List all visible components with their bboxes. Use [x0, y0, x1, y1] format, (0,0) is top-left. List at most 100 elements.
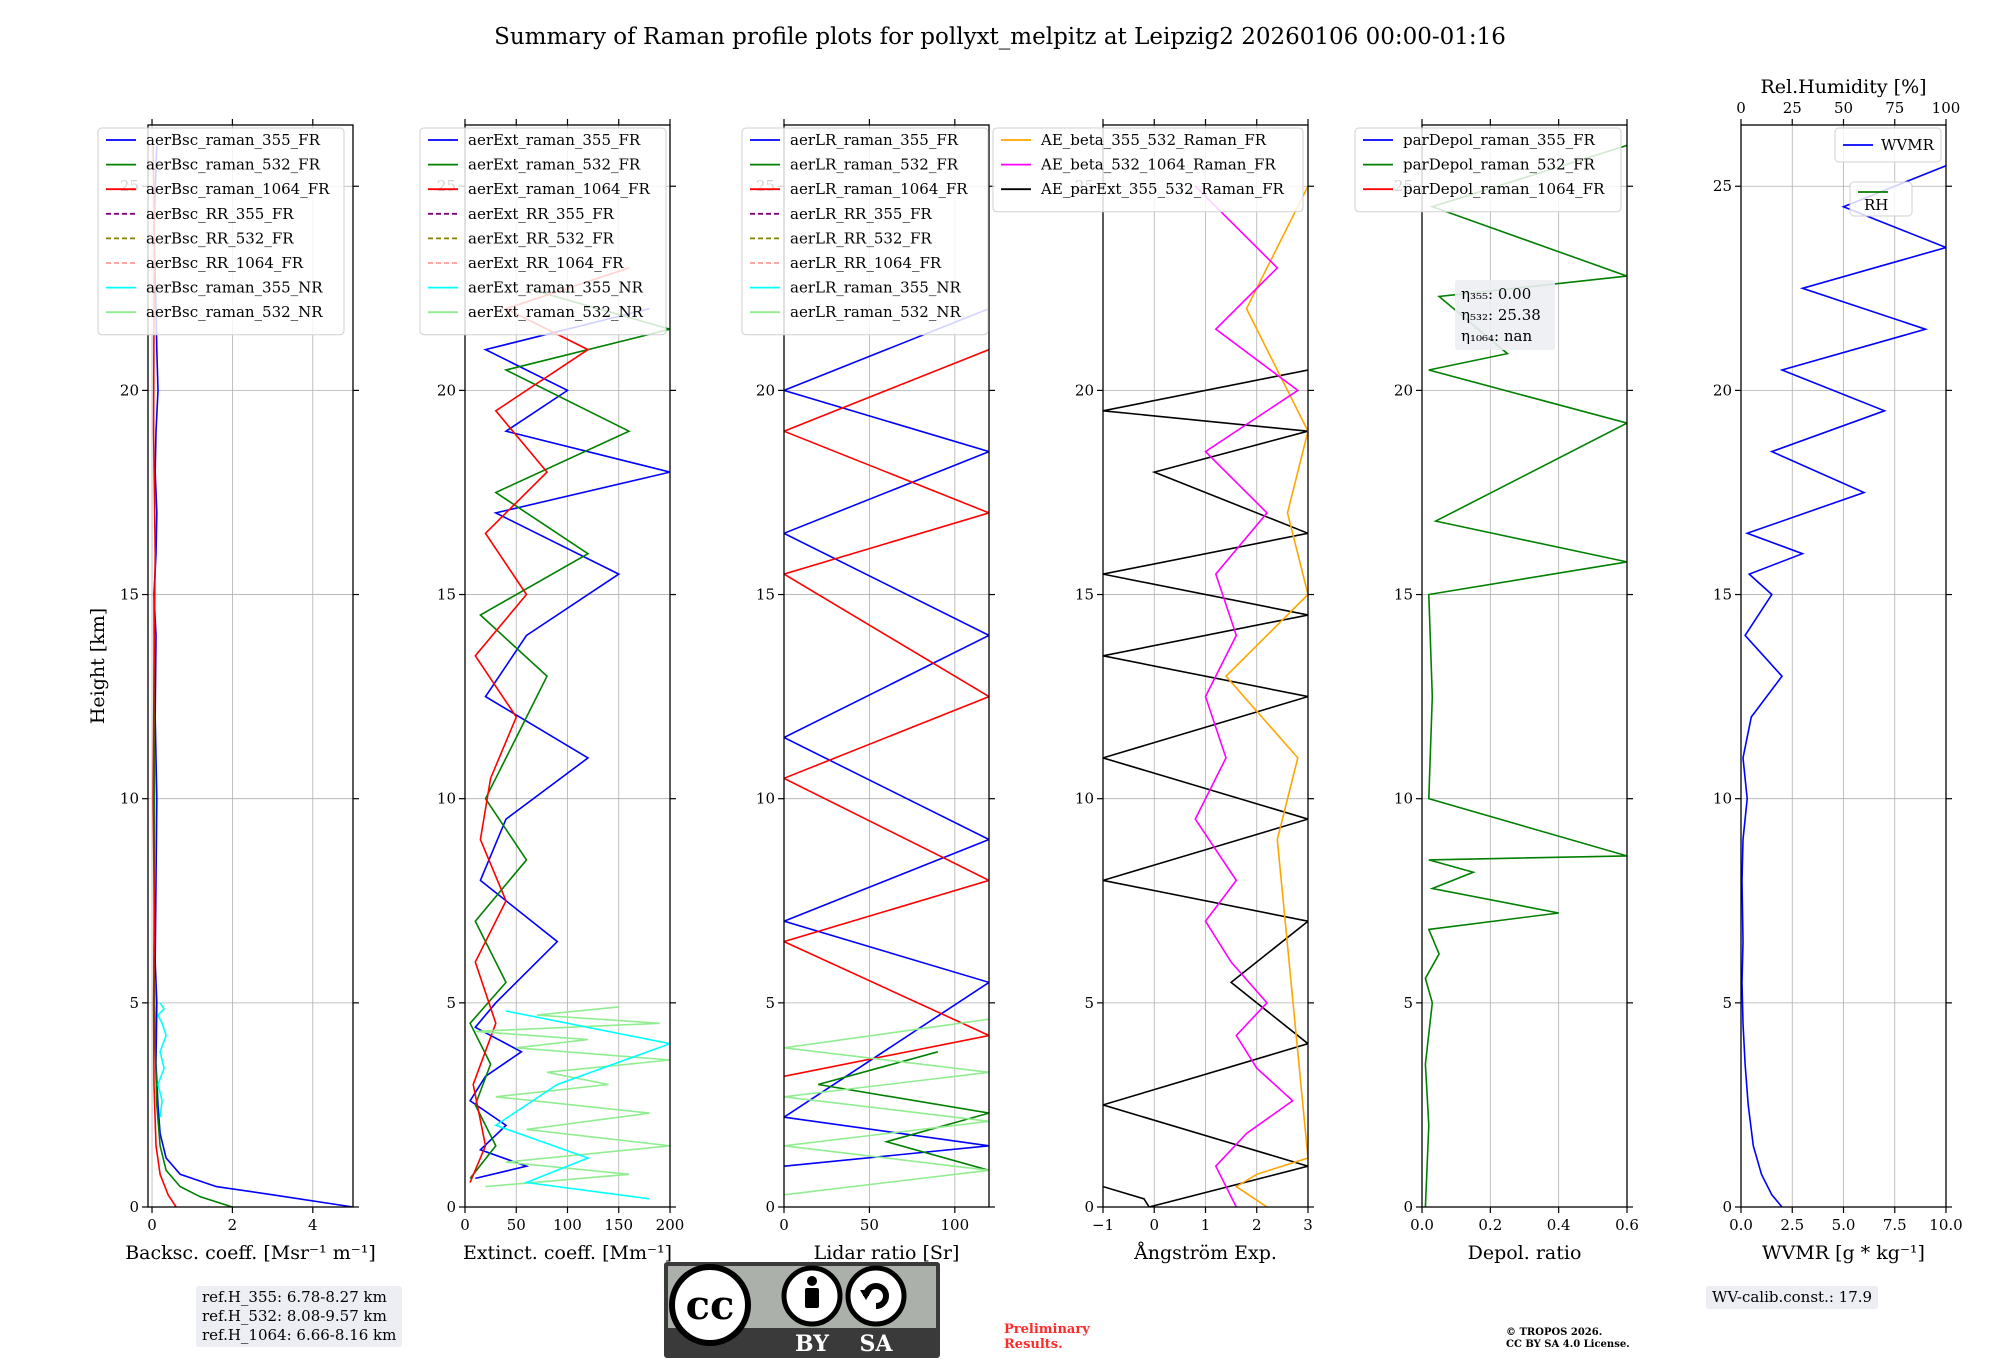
figure-title: Summary of Raman profile plots for polly… — [494, 24, 1506, 50]
series-line-aerBsc_raman_355_NR — [157, 1002, 167, 1118]
series-line-aerExt_raman_532_NR — [475, 1006, 670, 1188]
legend-label-bsc: aerBsc_raman_355_NR — [146, 279, 323, 297]
panel-dep: 0.00.20.40.60510152025Depol. ratioparDep… — [1354, 119, 1639, 1264]
copyright-line-2: CC BY SA 4.0 License. — [1506, 1339, 1630, 1350]
preliminary-note: Preliminary Results. — [1004, 1322, 1090, 1352]
top-x-tick-label-wv: 100 — [1932, 99, 1961, 117]
y-tick-label-wv: 5 — [1722, 994, 1732, 1012]
y-tick-label-ae: 5 — [1084, 994, 1094, 1012]
legend-box-wv — [1834, 127, 1942, 163]
series-group-ext — [469, 267, 670, 1200]
wv-calib-text: WV-calib.const.: 17.9 — [1712, 1288, 1873, 1306]
x-tick-label-ae: 3 — [1303, 1216, 1313, 1234]
legend-label-lr: aerLR_RR_532_FR — [790, 229, 932, 247]
copyright-note: © TROPOS 2026. CC BY SA 4.0 License. — [1506, 1327, 1630, 1351]
legend-label-wv: RH — [1864, 196, 1888, 214]
legend-label-ae: AE_beta_532_1064_Raman_FR — [1040, 156, 1276, 174]
y-tick-label-wv: 0 — [1722, 1198, 1732, 1216]
top-x-tick-label-wv: 25 — [1783, 99, 1802, 117]
x-tick-label-wv: 7.5 — [1883, 1216, 1907, 1234]
y-tick-label-ae: 0 — [1084, 1198, 1094, 1216]
eta-annotation-line: η₃₅₅: 0.00 — [1461, 285, 1531, 303]
panel-lr: 0501000510152025Lidar ratio [Sr]aerLR_ra… — [741, 119, 995, 1264]
eta-annotation-box — [1455, 280, 1555, 350]
x-axis-label-lr: Lidar ratio [Sr] — [814, 1242, 960, 1264]
legend-box-wv — [1849, 181, 1913, 217]
x-tick-label-ae: −1 — [1092, 1216, 1114, 1234]
x-tick-label-ext: 0 — [460, 1216, 470, 1234]
panel-ext: 0501001502000510152025Extinct. coeff. [M… — [419, 119, 684, 1264]
legend-label-ext: aerExt_raman_532_FR — [468, 156, 641, 174]
legend-label-ext: aerExt_raman_1064_FR — [468, 180, 650, 198]
cc-text: cc — [686, 1282, 735, 1329]
series-line-aerLR_raman_1064_FR — [784, 348, 989, 1078]
copyright-line-1: © TROPOS 2026. — [1506, 1327, 1603, 1338]
x-tick-label-ae: 0 — [1149, 1216, 1159, 1234]
panel-ae: −101230510152025Ångström Exp.AE_beta_355… — [992, 119, 1314, 1264]
y-tick-label-lr: 5 — [765, 994, 775, 1012]
legend-label-dep: parDepol_raman_1064_FR — [1403, 180, 1605, 198]
y-tick-label-dep: 20 — [1394, 381, 1413, 399]
legend-label-ext: aerExt_raman_532_NR — [468, 303, 644, 321]
series-group-ae — [1103, 185, 1308, 1207]
series-group-wv — [1741, 165, 1946, 1207]
x-tick-label-wv: 0.0 — [1729, 1216, 1753, 1234]
legend-label-ext: aerExt_RR_355_FR — [468, 205, 615, 223]
legend-box-bsc — [97, 127, 345, 336]
y-tick-label-dep: 15 — [1394, 586, 1413, 604]
y-tick-label-bsc: 0 — [129, 1198, 139, 1216]
y-tick-label-wv: 20 — [1713, 381, 1732, 399]
y-tick-label-ae: 10 — [1075, 790, 1094, 808]
series-line-aerLR_raman_532_FR — [817, 1051, 989, 1172]
legend-label-lr: aerLR_raman_1064_FR — [790, 180, 968, 198]
axes-frame-dep — [1421, 124, 1628, 1208]
x-tick-label-dep: 0.4 — [1547, 1216, 1571, 1234]
legend-label-bsc: aerBsc_RR_532_FR — [146, 229, 294, 247]
x-tick-label-ae: 1 — [1201, 1216, 1211, 1234]
y-tick-label-lr: 20 — [756, 381, 775, 399]
y-tick-label-bsc: 5 — [129, 994, 139, 1012]
x-tick-label-wv: 2.5 — [1780, 1216, 1804, 1234]
ref-height-1064: ref.H_1064: 6.66-8.16 km — [202, 1326, 397, 1344]
y-tick-label-ae: 15 — [1075, 586, 1094, 604]
legend-label-wv: WVMR — [1881, 136, 1935, 154]
x-tick-label-ext: 100 — [553, 1216, 582, 1234]
top-x-tick-label-wv: 50 — [1834, 99, 1853, 117]
series-line-WVMR — [1741, 165, 1946, 1207]
panel-wv: 0.0 2.5 5.0 7.5 10.0 0 25 50 75 100 0 5 10 15 20 25 WVMR… — [1713, 76, 1963, 1264]
series-line-aerExt_raman_532_FR — [469, 287, 670, 1179]
legend-label-bsc: aerBsc_raman_355_FR — [146, 131, 321, 149]
legend-box-lr — [741, 127, 989, 336]
series-line-aerExt_raman_355_NR — [494, 1010, 670, 1200]
legend-box-dep — [1354, 127, 1622, 213]
series-line-AE_beta_355_532_Raman_FR — [1224, 185, 1308, 1207]
panels: 0240510152025Backsc. coeff. [Msr⁻¹ m⁻¹]H… — [87, 76, 1963, 1264]
legend-label-dep: parDepol_raman_355_FR — [1403, 131, 1596, 149]
top-x-tick-label-wv: 75 — [1885, 99, 1904, 117]
y-tick-label-dep: 5 — [1403, 994, 1413, 1012]
legend-label-bsc: aerBsc_RR_355_FR — [146, 205, 294, 223]
y-axis-label-bsc: Height [km] — [87, 608, 109, 724]
series-line-aerBsc_raman_355_FR — [153, 145, 353, 1207]
series-line-aerBsc_raman_532_FR — [153, 594, 233, 1207]
panel-bsc: 0240510152025Backsc. coeff. [Msr⁻¹ m⁻¹]H… — [87, 119, 376, 1264]
legend-label-ae: AE_parExt_355_532_Raman_FR — [1040, 180, 1285, 198]
y-tick-label-ext: 15 — [437, 586, 456, 604]
legend-label-lr: aerLR_RR_1064_FR — [790, 254, 942, 272]
y-tick-label-lr: 15 — [756, 586, 775, 604]
cc-sa-text: SA — [860, 1331, 894, 1357]
series-line-AE_parExt_355_532_Raman_FR — [1103, 369, 1308, 1207]
x-tick-label-bsc: 2 — [228, 1216, 238, 1234]
ref-height-355: ref.H_355: 6.78-8.27 km — [202, 1288, 387, 1306]
legend-box-ae — [992, 127, 1304, 213]
cc-license-badge: cc BY SA — [664, 1262, 940, 1358]
x-tick-label-dep: 0.2 — [1478, 1216, 1502, 1234]
x-tick-label-ae: 2 — [1252, 1216, 1262, 1234]
legend-label-ext: aerExt_raman_355_NR — [468, 279, 644, 297]
x-tick-label-lr: 0 — [779, 1216, 789, 1234]
legend-label-lr: aerLR_raman_532_FR — [790, 156, 959, 174]
x-tick-label-bsc: 0 — [147, 1216, 157, 1234]
legend-label-lr: aerLR_raman_355_FR — [790, 131, 959, 149]
x-axis-label-ext: Extinct. coeff. [Mm⁻¹] — [463, 1242, 672, 1264]
preliminary-line-1: Preliminary — [1004, 1322, 1090, 1337]
